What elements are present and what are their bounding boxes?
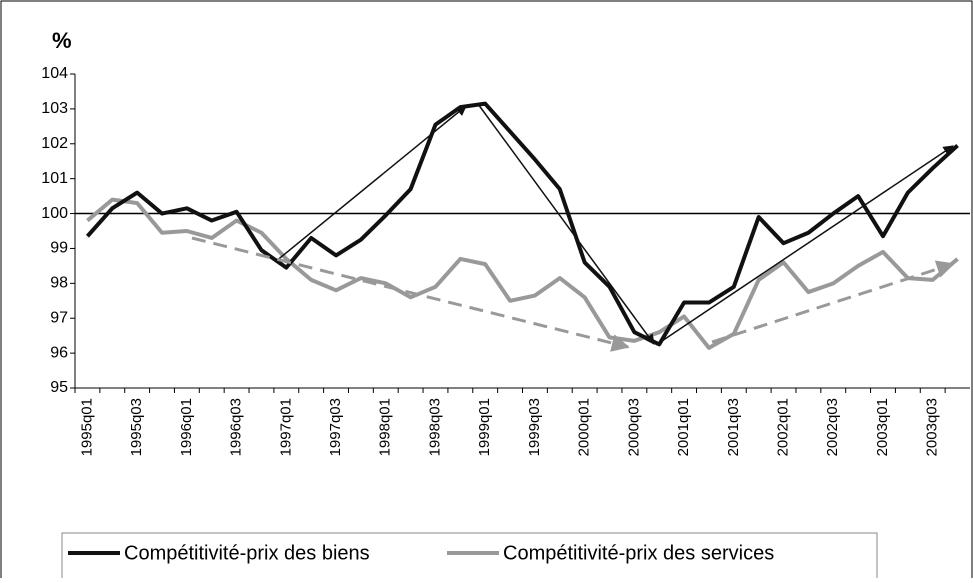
x-tick-label: 2002q01 bbox=[775, 398, 792, 456]
x-tick-label: 1997q01 bbox=[277, 398, 294, 456]
legend-label: Compétitivité-prix des biens bbox=[124, 542, 370, 564]
x-tick-label: 1996q01 bbox=[178, 398, 195, 456]
y-tick-label: 102 bbox=[41, 135, 68, 152]
x-tick-label: 1995q01 bbox=[78, 398, 95, 456]
trend-arrow bbox=[655, 145, 954, 346]
x-tick-label: 2001q01 bbox=[675, 398, 692, 456]
trend-arrow bbox=[477, 103, 655, 345]
x-tick-label: 1999q03 bbox=[526, 398, 543, 456]
x-tick-label: 2001q03 bbox=[725, 398, 742, 456]
x-tick-label: 2002q03 bbox=[824, 398, 841, 456]
y-tick-label: 96 bbox=[50, 344, 68, 361]
plot-background bbox=[75, 74, 970, 388]
y-tick-label: 101 bbox=[41, 170, 68, 187]
x-tick-label: 2003q01 bbox=[874, 398, 891, 456]
trend-arrow bbox=[274, 105, 467, 263]
x-tick-label: 1998q01 bbox=[377, 398, 394, 456]
y-axis-label: % bbox=[52, 28, 72, 53]
x-tick-label: 1998q03 bbox=[426, 398, 443, 456]
plot-area: 95 96 97 98 99 100 101 102 103 104 1995q01 1995q03 1… bbox=[41, 65, 970, 456]
y-tick-label: 95 bbox=[50, 379, 68, 396]
y-tick-label: 97 bbox=[50, 309, 68, 326]
series-line bbox=[85, 101, 959, 347]
y-tick-label: 100 bbox=[41, 205, 68, 222]
y-tick-label: 98 bbox=[50, 275, 68, 292]
trend-arrow bbox=[191, 236, 630, 352]
legend-label: Compétitivité-prix des services bbox=[503, 542, 774, 564]
legend-box bbox=[61, 532, 878, 583]
x-tick-label: 2003q03 bbox=[924, 398, 941, 456]
x-tick-label: 1996q03 bbox=[228, 398, 245, 456]
x-tick-label: 2000q01 bbox=[576, 398, 593, 456]
x-tick-label: 1995q03 bbox=[128, 398, 145, 456]
x-tick-label: 1999q01 bbox=[476, 398, 493, 456]
x-tick-label: 2000q03 bbox=[625, 398, 642, 456]
trend-arrow bbox=[711, 260, 955, 344]
y-tick-label: 99 bbox=[50, 240, 68, 257]
trend-arrows bbox=[191, 103, 955, 352]
x-tick-label: 1997q03 bbox=[327, 398, 344, 456]
y-tick-label: 104 bbox=[41, 65, 68, 82]
series-line bbox=[86, 197, 959, 350]
y-tick-label: 103 bbox=[41, 100, 68, 117]
